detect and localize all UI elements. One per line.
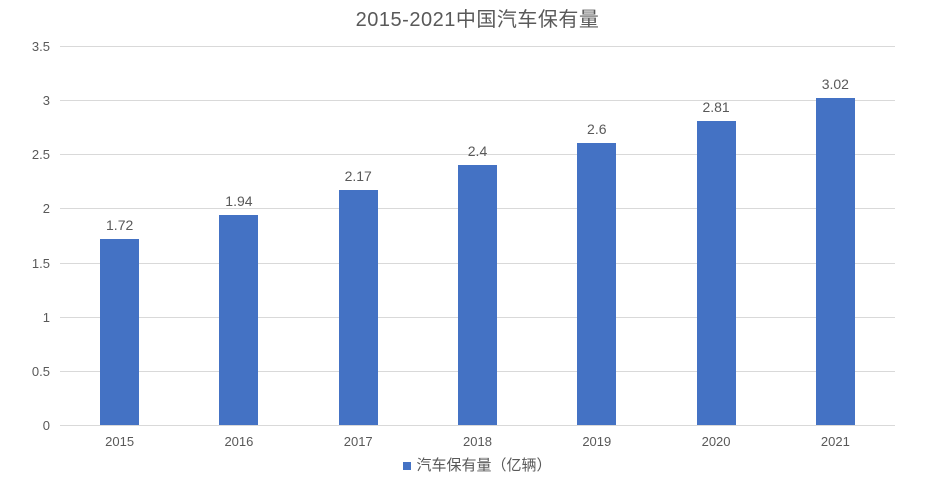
x-tick-label-2018: 2018 bbox=[463, 434, 492, 449]
gridline bbox=[60, 154, 895, 156]
x-tick-label-2016: 2016 bbox=[224, 434, 254, 449]
x-tick-label-2017: 2017 bbox=[343, 434, 373, 449]
x-tick-label-2015: 2015 bbox=[105, 434, 135, 449]
legend-swatch-icon bbox=[403, 462, 412, 470]
y-tick-label: 0.5 bbox=[31, 363, 50, 379]
bar-2020 bbox=[696, 120, 736, 425]
legend-label: 汽车保有量（亿辆） bbox=[416, 457, 552, 474]
data-label-2021: 3.02 bbox=[821, 75, 849, 92]
y-tick-label: 2.5 bbox=[31, 147, 50, 163]
gridline bbox=[60, 46, 895, 47]
x-axis-line bbox=[60, 425, 895, 426]
data-label-2015: 1.72 bbox=[106, 216, 134, 233]
y-tick-label: 1 bbox=[42, 309, 50, 325]
y-tick-label: 3 bbox=[42, 93, 50, 109]
bar-2016 bbox=[219, 214, 259, 425]
data-label-2016: 1.94 bbox=[225, 192, 253, 209]
legend: 汽车保有量（亿辆） bbox=[60, 456, 895, 476]
data-label-2020: 2.81 bbox=[702, 98, 730, 115]
data-label-2017: 2.17 bbox=[344, 168, 372, 185]
data-label-2018: 2.4 bbox=[467, 143, 488, 160]
gridline bbox=[60, 100, 895, 102]
bar-2017 bbox=[338, 190, 378, 425]
bar-2021 bbox=[815, 97, 855, 425]
y-tick-label: 1.5 bbox=[31, 255, 50, 271]
data-label-2019: 2.6 bbox=[587, 121, 607, 138]
y-tick-label: 2 bbox=[42, 201, 50, 217]
bar-2019 bbox=[577, 143, 617, 425]
y-tick-label: 0 bbox=[42, 418, 50, 433]
chart-title: 2015-2021中国汽车保有量 bbox=[355, 9, 600, 31]
x-tick-label-2020: 2020 bbox=[701, 434, 731, 449]
plot-area: 1.72 1.94 2.17 2.4 2.6 2.81 3.02 bbox=[60, 46, 895, 426]
bar-2018 bbox=[458, 165, 497, 425]
bar-2015 bbox=[100, 238, 140, 425]
x-tick-label-2019: 2019 bbox=[582, 434, 612, 449]
y-tick-label: 3.5 bbox=[31, 39, 50, 54]
x-tick-label-2021: 2021 bbox=[820, 434, 850, 449]
